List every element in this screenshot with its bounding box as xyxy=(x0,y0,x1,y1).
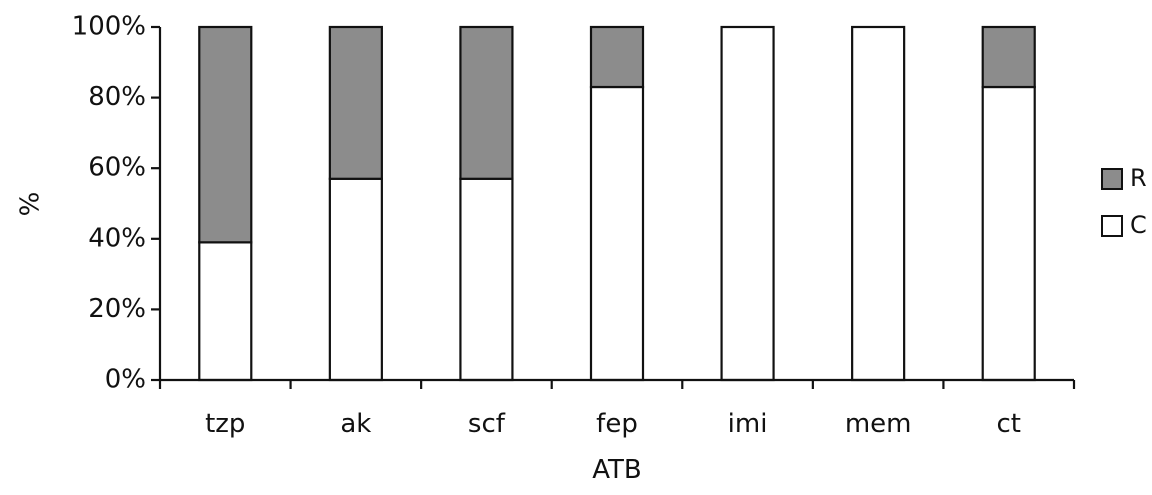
bar-segment-R-ct xyxy=(981,25,1036,89)
x-tick-label: imi xyxy=(728,409,768,439)
x-tick-label: tzp xyxy=(205,409,245,439)
axes-layer: 0% 20% 40% 60% 80% 100% tzp ak scf fep imi mem ct xyxy=(72,12,1076,439)
bar-segment-C-mem xyxy=(851,25,906,382)
x-tick-label: ak xyxy=(340,409,371,439)
y-tick-label: 40% xyxy=(88,223,146,253)
bar-segment-R-scf xyxy=(459,25,514,180)
x-tick-label: scf xyxy=(468,409,506,439)
bar-segment-C-tzp xyxy=(198,241,253,382)
bar-segment-R-tzp xyxy=(198,25,253,244)
y-tick-label: 100% xyxy=(72,12,146,42)
y-tick-label: 80% xyxy=(88,82,146,112)
bars-layer xyxy=(198,25,1036,382)
legend: RC xyxy=(1101,164,1147,239)
bar-segment-R-fep xyxy=(589,25,645,89)
y-axis-title: % xyxy=(16,192,46,217)
bar-segment-C-fep xyxy=(589,85,645,382)
legend-label-C: C xyxy=(1130,211,1147,239)
legend-label-R: R xyxy=(1130,164,1147,192)
bar-segment-C-ak xyxy=(328,177,383,382)
y-tick-label: 0% xyxy=(105,365,146,395)
x-tick-label: fep xyxy=(596,409,638,439)
y-tick-label: 60% xyxy=(88,153,146,183)
x-tick-label: ct xyxy=(996,409,1021,439)
x-tick-label: mem xyxy=(845,409,912,439)
bar-segment-R-ak xyxy=(328,25,383,180)
legend-swatch-C xyxy=(1101,215,1123,237)
bar-segment-C-imi xyxy=(720,25,775,382)
bar-segment-C-scf xyxy=(459,177,514,382)
legend-swatch-R xyxy=(1101,168,1123,190)
bar-segment-C-ct xyxy=(981,85,1036,382)
y-tick-label: 20% xyxy=(88,294,146,324)
x-axis-title: ATB xyxy=(592,455,642,485)
